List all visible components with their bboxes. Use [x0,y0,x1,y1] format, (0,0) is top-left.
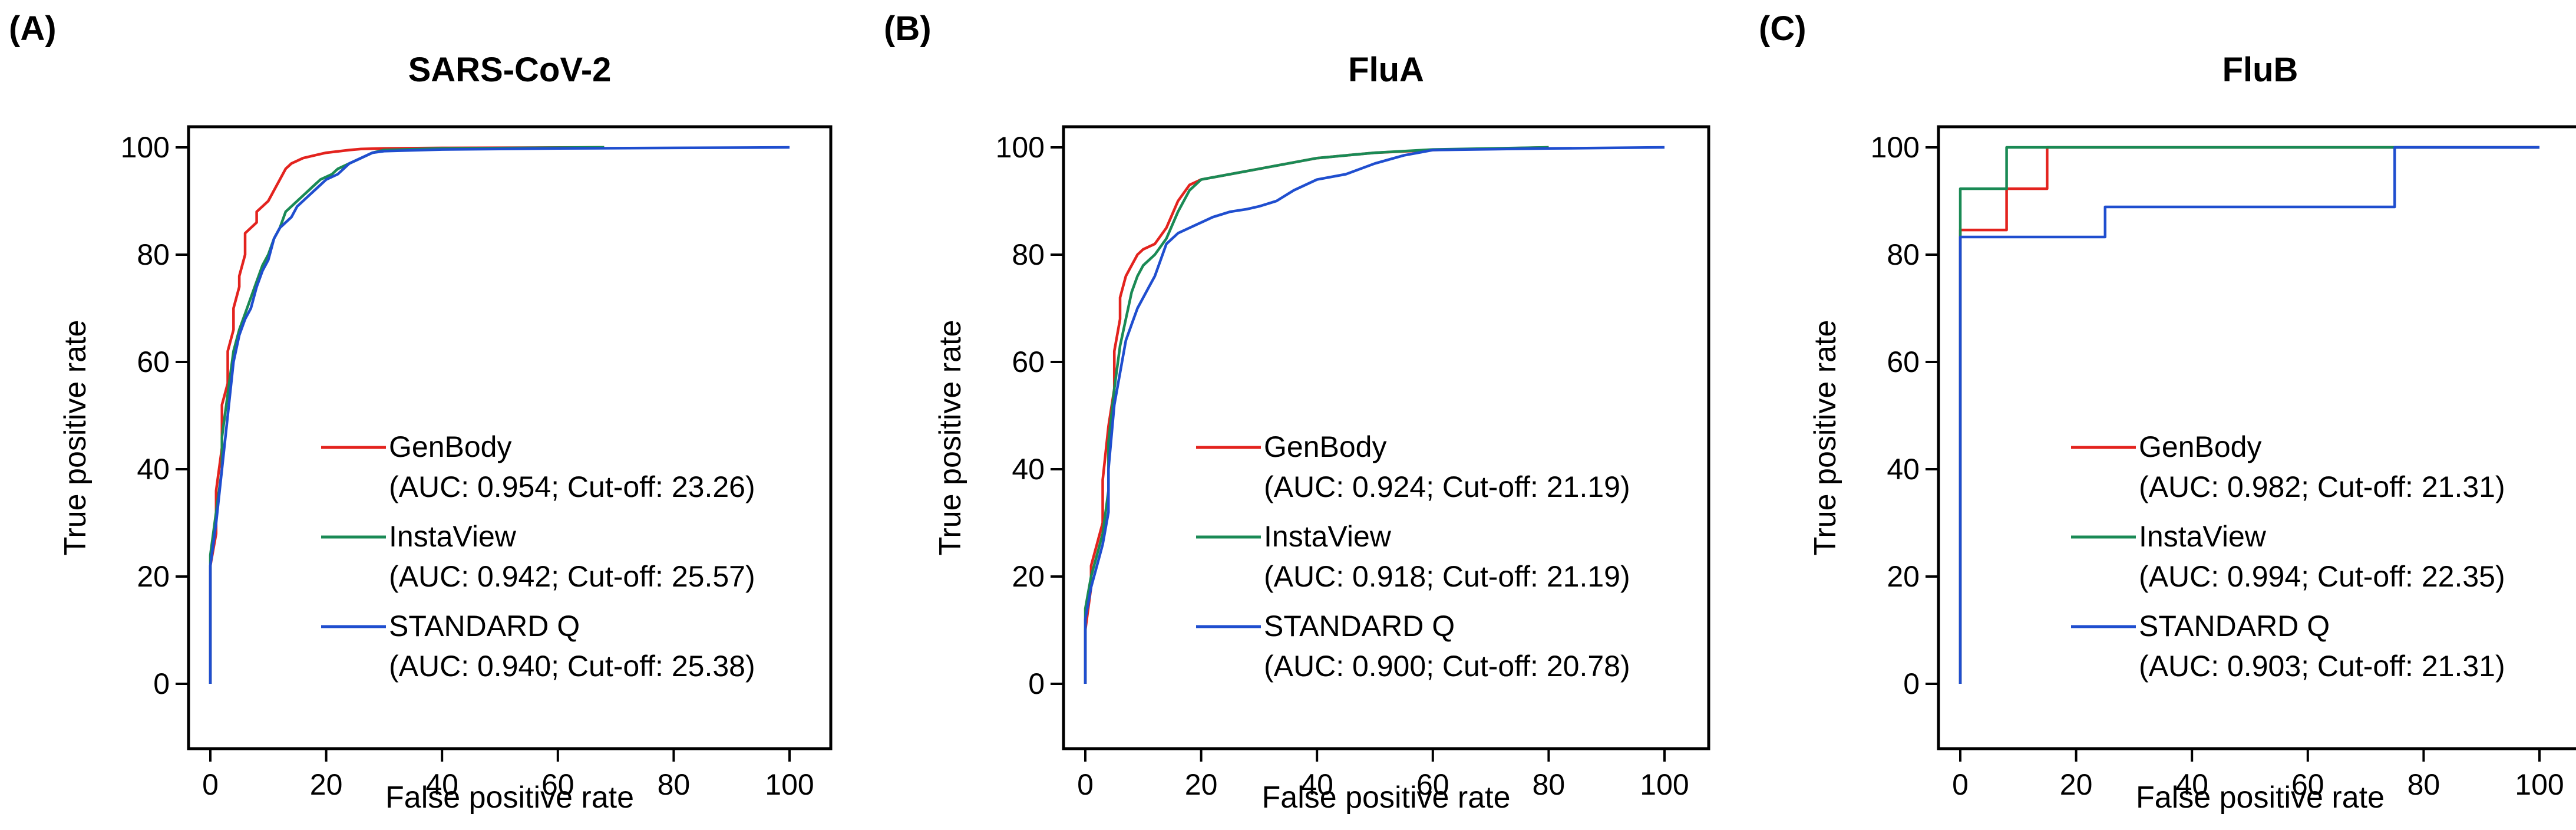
y-tick-label: 60 [137,345,170,378]
legend-stats: (AUC: 0.982; Cut-off: 21.31) [2139,470,2505,503]
legend-label: GenBody [389,430,511,463]
x-tick-label: 40 [2175,768,2208,801]
x-axis-label: False positive rate [1262,780,1511,815]
chart-panel-3: (C) FluB 0 20 40 60 80 100 0 20 40 60 80 100 False pos… [1759,9,2576,815]
x-tick-label: 100 [1640,768,1689,801]
y-tick-label: 60 [1887,345,1920,378]
roc-line-standard-q [209,146,790,684]
x-tick-label: 0 [1952,768,1969,801]
y-axis-label: True positive rate [1808,320,1842,556]
y-tick-label: 40 [1887,453,1920,486]
y-tick-label: 80 [137,238,170,271]
plot-frame [187,125,833,750]
x-tick-label: 20 [310,768,343,801]
x-tick-label: 20 [2060,768,2093,801]
legend-label: STANDARD Q [1264,610,1455,643]
y-axis-label: True positive rate [58,320,93,556]
plot-frame [1062,125,1710,750]
x-tick-label: 80 [658,768,691,801]
y-tick-label: 100 [1871,131,1920,164]
y-tick-label: 20 [1012,560,1045,593]
chart-panel-2: (B) FluA 0 20 40 60 80 100 0 20 40 60 80 100 False pos… [884,9,1710,815]
x-axis-label: False positive rate [2136,780,2385,815]
y-tick-label: 0 [1028,667,1045,700]
y-tick-label: 20 [137,560,170,593]
y-tick-label: 40 [1012,453,1045,486]
plot-frame [1937,125,2576,750]
x-tick-label: 100 [2515,768,2564,801]
legend-label: InstaView [1264,520,1392,553]
roc-line-standard-q [1959,146,2539,684]
x-tick-label: 40 [1300,768,1333,801]
legend-stats: (AUC: 0.918; Cut-off: 21.19) [1264,560,1630,593]
legend-label: STANDARD Q [2139,610,2330,643]
legend-stats: (AUC: 0.900; Cut-off: 20.78) [1264,650,1630,683]
chart-panel-1: (A) SARS-CoV-2 0 20 40 60 80 100 0 20 40 60 80 100 Fal… [9,9,833,815]
legend-label: GenBody [2139,430,2261,463]
x-tick-label: 40 [425,768,458,801]
roc-line-standard-q [1084,146,1665,684]
legend-stats: (AUC: 0.954; Cut-off: 23.26) [389,470,755,503]
x-tick-label: 80 [2407,768,2440,801]
x-tick-label: 60 [541,768,574,801]
x-tick-label: 0 [1077,768,1094,801]
legend-label: STANDARD Q [389,610,580,643]
y-tick-label: 80 [1887,238,1920,271]
roc-line-genbody [1959,146,2539,684]
legend-stats: (AUC: 0.940; Cut-off: 25.38) [389,650,755,683]
panel-label: (C) [1759,9,1806,48]
y-tick-label: 100 [996,131,1045,164]
legend-stats: (AUC: 0.903; Cut-off: 21.31) [2139,650,2505,683]
x-tick-label: 60 [1416,768,1449,801]
x-tick-label: 100 [765,768,814,801]
chart-title: FluA [1348,51,1424,89]
roc-line-instaview [1084,146,1549,684]
y-tick-label: 80 [1012,238,1045,271]
x-tick-label: 0 [202,768,219,801]
panel-label: (B) [884,9,932,48]
chart-title: FluB [2222,51,2298,89]
legend-stats: (AUC: 0.942; Cut-off: 25.57) [389,560,755,593]
y-tick-label: 40 [137,453,170,486]
y-tick-label: 0 [1903,667,1920,700]
x-tick-label: 20 [1185,768,1218,801]
y-tick-label: 60 [1012,345,1045,378]
y-tick-label: 0 [153,667,170,700]
roc-line-genbody [209,146,605,684]
y-tick-label: 100 [121,131,170,164]
x-axis-label: False positive rate [385,780,634,815]
legend-label: InstaView [389,520,517,553]
x-tick-label: 80 [1533,768,1566,801]
panel-label: (A) [9,9,57,48]
legend-stats: (AUC: 0.924; Cut-off: 21.19) [1264,470,1630,503]
roc-line-instaview [1959,146,2539,684]
legend-label: GenBody [1264,430,1386,463]
legend-stats: (AUC: 0.994; Cut-off: 22.35) [2139,560,2505,593]
roc-line-genbody [1084,146,1549,684]
y-tick-label: 20 [1887,560,1920,593]
x-tick-label: 60 [2291,768,2324,801]
chart-title: SARS-CoV-2 [408,51,612,89]
y-axis-label: True positive rate [933,320,967,556]
roc-line-instaview [209,146,605,684]
legend-label: InstaView [2139,520,2267,553]
